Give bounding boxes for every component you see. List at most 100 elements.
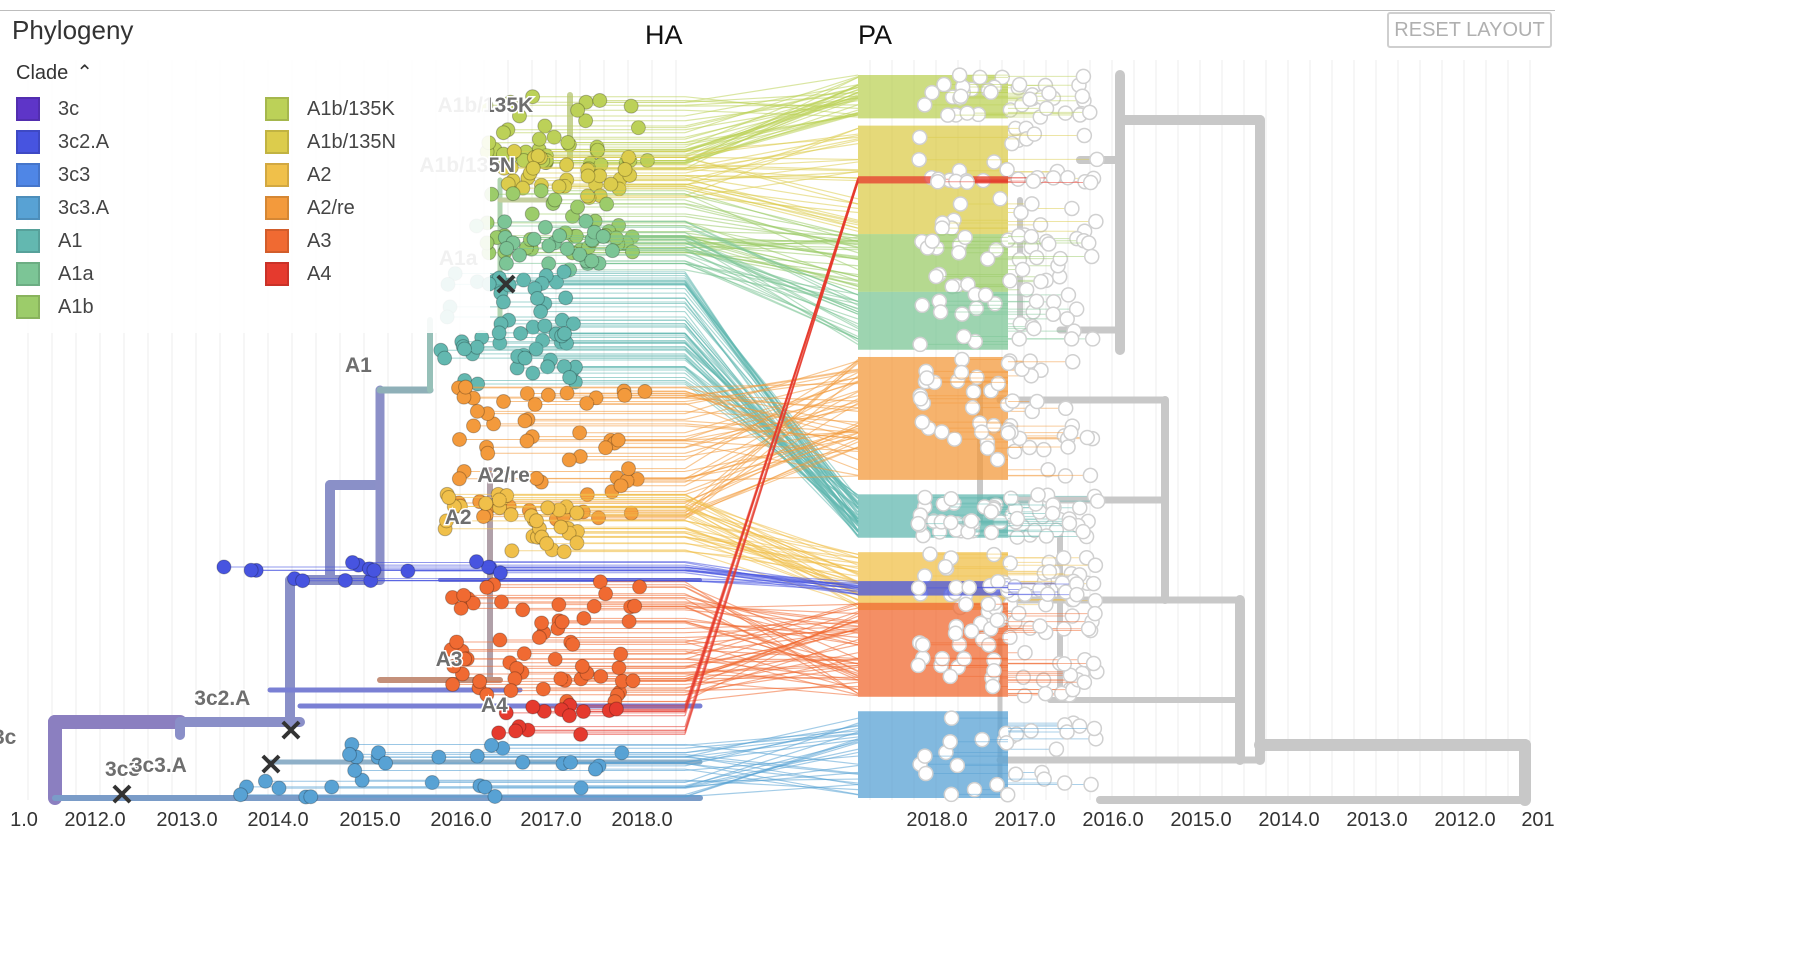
legend-label: A1a xyxy=(58,262,94,285)
pa-tip-a2-re xyxy=(914,414,930,430)
tangle-line xyxy=(684,260,859,320)
ha-tip-a2 xyxy=(569,505,585,521)
pa-tip-a2-re xyxy=(934,424,950,440)
ha-tip-a1b-135k xyxy=(502,94,518,110)
tangle-line xyxy=(684,732,859,749)
legend-item-a1b[interactable]: A1b xyxy=(16,293,94,321)
tangle-line xyxy=(684,136,859,152)
pa-tip-a2-re xyxy=(1004,393,1021,409)
pa-axis-tick: 2015.0 xyxy=(1170,809,1231,831)
ha-tip-a2-re xyxy=(610,432,626,448)
legend-label: A3 xyxy=(307,229,332,252)
pa-tip-a3 xyxy=(1087,605,1103,622)
legend-item-3c[interactable]: 3c xyxy=(16,95,79,123)
pa-tip-a1b-135k xyxy=(916,97,933,113)
tangle-line xyxy=(684,134,859,169)
pa-tip-a3 xyxy=(980,596,997,613)
ha-tip-a2 xyxy=(504,543,520,559)
ha-tip-3c2-a xyxy=(295,573,311,589)
legend-item-a1a[interactable]: A1a xyxy=(16,260,94,288)
tangle-line xyxy=(684,248,859,340)
panel-title: Phylogeny xyxy=(12,15,134,45)
tangle-line xyxy=(684,84,859,117)
tangle-line xyxy=(684,92,859,103)
legend-item-a2-re[interactable]: A2/re xyxy=(265,194,355,222)
ha-axis-tick: 1.0 xyxy=(10,809,38,831)
pa-tip-a1a xyxy=(977,287,994,303)
ha-axis-tick: 2013.0 xyxy=(156,809,217,831)
legend-toggle[interactable]: Clade ⌃ xyxy=(16,60,93,85)
tangle-line xyxy=(684,182,859,710)
ha-tip-3c3-a xyxy=(378,755,394,771)
legend-swatch xyxy=(265,163,289,187)
pa-tip-a1b-135k xyxy=(1075,68,1092,85)
pa-tip-3c3-a xyxy=(1086,720,1103,737)
legend-label: 3c2.A xyxy=(58,130,110,153)
ha-tip-a1a xyxy=(497,214,513,230)
legend-item-a1[interactable]: A1 xyxy=(16,227,82,255)
clade-label: A1 xyxy=(345,354,372,377)
tangle-line xyxy=(684,628,859,678)
ha-tip-a1b xyxy=(524,206,540,222)
tangle-line xyxy=(684,190,859,243)
ha-tip-a1b xyxy=(570,199,586,215)
ha-tip-a2-re xyxy=(540,387,556,403)
legend-item-a4[interactable]: A4 xyxy=(265,260,331,288)
pa-tip-a1a xyxy=(954,306,970,322)
ha-tip-a1 xyxy=(513,325,529,341)
chevron-up-icon[interactable]: ⌃ xyxy=(76,62,94,84)
ha-tip-3c2-a xyxy=(344,555,360,571)
legend-label: A1 xyxy=(58,229,83,252)
pa-tip-a1a xyxy=(1045,306,1061,322)
legend-item-3c3-a[interactable]: 3c3.A xyxy=(16,194,109,222)
tangle-line xyxy=(684,164,859,171)
legend-item-3c3[interactable]: 3c3 xyxy=(16,161,90,189)
legend-item-a1b-135k[interactable]: A1b/135K xyxy=(265,95,395,123)
ha-tip-3c2-a xyxy=(492,565,508,581)
ha-axis-tick: 2014.0 xyxy=(247,809,308,831)
tangle-line xyxy=(684,446,859,513)
ha-tip-a1 xyxy=(557,326,573,342)
ha-tip-a2 xyxy=(539,536,555,552)
legend-item-a1b-135n[interactable]: A1b/135N xyxy=(265,128,396,156)
tangle-line xyxy=(684,240,859,291)
tangle-line xyxy=(684,246,859,251)
legend-label: A1b/135K xyxy=(307,97,395,120)
pa-tip-a1a xyxy=(932,304,949,320)
tangle-line xyxy=(684,368,859,398)
ha-tip-3c2-a xyxy=(366,562,382,578)
legend-item-a2[interactable]: A2 xyxy=(265,161,331,189)
ha-tip-a3 xyxy=(456,587,472,603)
ha-tip-3c3-a xyxy=(515,754,531,770)
pa-tip-a1b xyxy=(928,268,944,285)
clade-label: A2/re xyxy=(477,464,530,487)
pa-tip-a2-re xyxy=(965,384,982,400)
legend-item-a3[interactable]: A3 xyxy=(265,227,331,255)
tangle-line xyxy=(684,221,859,306)
ha-tip-a1b-135k xyxy=(537,118,553,134)
pa-tip-a1 xyxy=(1038,528,1055,544)
pa-tip-a3 xyxy=(1064,608,1081,624)
reset-layout-button[interactable]: RESET LAYOUT xyxy=(1387,12,1552,48)
ha-tip-a2-re xyxy=(637,383,653,399)
pa-tip-a1a xyxy=(1063,331,1080,347)
ha-tip-a2 xyxy=(441,490,457,506)
ha-tip-a2 xyxy=(491,492,507,508)
ha-tip-a3 xyxy=(598,586,614,602)
tangle-line xyxy=(684,561,859,595)
clade-label: 3c xyxy=(0,726,17,749)
pruned-x-icon: ✕ xyxy=(258,749,283,782)
pa-tip-a1b-135n xyxy=(1026,126,1043,142)
tangle-line xyxy=(684,731,859,788)
ha-tip-a1b-135k xyxy=(590,142,606,158)
legend-swatch xyxy=(265,229,289,253)
pa-tip-a1b xyxy=(1033,273,1049,290)
ha-tip-a4 xyxy=(575,704,591,720)
pa-tip-a4 xyxy=(959,174,975,191)
legend-item-3c2-a[interactable]: 3c2.A xyxy=(16,128,109,156)
tangle-line xyxy=(684,611,859,669)
clade-label: A4 xyxy=(481,694,508,717)
pa-tip-a1b-135k xyxy=(1082,104,1098,121)
pa-tip-a2-re xyxy=(1000,425,1016,441)
